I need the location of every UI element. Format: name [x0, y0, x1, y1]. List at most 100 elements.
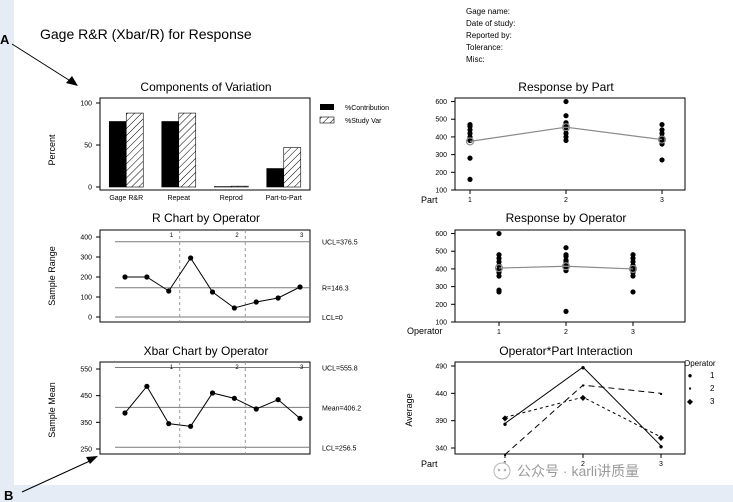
wechat-icon-dot [497, 468, 501, 472]
y-tick-label: 490 [435, 364, 447, 371]
annotation-label-b: B [4, 488, 13, 502]
data-point [231, 305, 237, 311]
data-point [563, 137, 569, 144]
report-sheet [14, 0, 733, 485]
y-tick-label: 440 [435, 391, 447, 398]
chart-title: Components of Variation [140, 80, 271, 94]
x-tick-label: 2 [581, 461, 585, 468]
annotation-arrow-b [21, 459, 93, 493]
y-tick-label: 100 [435, 188, 447, 195]
y-tick-label: 200 [435, 302, 447, 309]
y-tick-label: 300 [435, 152, 447, 159]
y-axis-ticks: 340 390 440 490 [435, 364, 455, 453]
data-point [253, 406, 259, 412]
lcl-label: LCL=0 [322, 315, 343, 322]
data-point [467, 121, 473, 128]
y-tick-label: 200 [80, 275, 92, 282]
data-point [275, 397, 281, 403]
plot-marks: 1 2 3 [115, 230, 310, 322]
wechat-icon-dot [503, 468, 507, 472]
x-tick-label: 3 [631, 329, 635, 336]
y-axis-ticks: 250 350 450 550 [80, 367, 100, 454]
data-point [144, 274, 150, 280]
data-point [209, 289, 216, 295]
data-point: ▪ [504, 451, 507, 460]
y-tick-label: 390 [435, 418, 447, 425]
r-chart: R Chart by Operator Sample Range 0 100 200… [47, 211, 358, 323]
bar [266, 168, 285, 188]
annotation-arrow-a [11, 43, 73, 83]
y-axis-label: Sample Mean [47, 382, 57, 438]
chart-title: Response by Operator [506, 211, 627, 225]
legend: Operator ● 1 ▪ 2 ◆ 3 [684, 359, 716, 406]
chart-title: Response by Part [518, 80, 614, 94]
data-point [297, 415, 303, 421]
watermark-text: 公众号 · karli讲质量 [517, 463, 639, 479]
y-tick-label: 400 [435, 266, 447, 273]
operator-label: 2 [235, 365, 239, 371]
x-tick-label: 3 [660, 197, 664, 204]
data-point: ◆ [658, 433, 665, 442]
y-tick-label: 350 [80, 420, 92, 427]
center-label: R=146.3 [322, 286, 349, 293]
ucl-label: UCL=555.8 [322, 365, 358, 372]
operator-label: 3 [300, 365, 304, 371]
mean-marker [494, 263, 504, 273]
bar [178, 112, 197, 188]
y-tick-label: 340 [435, 446, 447, 453]
x-tick-label: 2 [564, 197, 568, 204]
series-line [504, 396, 662, 438]
data-point [231, 395, 237, 401]
wechat-icon [493, 462, 511, 480]
bar [161, 121, 180, 188]
data-point [166, 421, 172, 427]
data-point [166, 288, 172, 294]
operator-label: 1 [170, 233, 174, 239]
xbar-chart: Xbar Chart by Operator Sample Mean 25035… [47, 344, 361, 455]
report-fields: Gage name: Date of study: Reported by: T… [466, 7, 515, 64]
x-tick-label: 1 [468, 197, 472, 204]
y-axis-ticks: 0 50 100 [80, 101, 100, 192]
y-tick-label: 200 [435, 170, 447, 177]
plot-frame [99, 229, 311, 323]
operator-label: 3 [300, 233, 304, 239]
components-of-variation-chart: Components of Variation Percent 0 50 100 G… [47, 80, 389, 202]
mean-marker [561, 262, 571, 271]
bars [108, 112, 302, 188]
x-tick-label: 2 [564, 329, 568, 336]
data-point: ▪ [660, 389, 663, 398]
data-point [122, 274, 128, 280]
mean-line [469, 126, 663, 142]
legend-marker: ● [688, 371, 693, 380]
y-tick-label: 50 [84, 143, 92, 150]
data-point: ● [659, 442, 664, 451]
report-title: Gage R&R (Xbar/R) for Response [40, 26, 252, 42]
data-point [496, 230, 502, 237]
plot-marks: 1 2 3 [115, 362, 310, 454]
data-point [496, 273, 502, 279]
legend-label: %Contribution [345, 105, 389, 112]
x-tick-label: Reprod [220, 195, 243, 202]
report-field: Date of study: [466, 19, 515, 28]
x-axis-label: Part [421, 459, 438, 469]
data-point: ▪ [582, 381, 585, 390]
plot-frame [99, 361, 311, 455]
data-point [122, 410, 128, 416]
annotation-arrow-b-head [86, 456, 98, 464]
data-point [253, 299, 259, 305]
y-tick-label: 600 [435, 99, 447, 106]
plot-marks: 1 2 3 [494, 230, 638, 336]
y-axis-ticks: 0 100 200 300 400 [80, 235, 100, 322]
legend-swatch-studyvar [319, 116, 335, 124]
legend-label: %Study Var [345, 118, 382, 125]
report-field: Reported by: [466, 31, 512, 40]
bar [230, 185, 249, 188]
y-tick-label: 400 [435, 134, 447, 141]
operator-part-interaction-chart: Operator*Part Interaction Average 340 390… [404, 344, 716, 469]
data-point [659, 157, 665, 163]
data-point [275, 295, 281, 301]
data-point [496, 289, 502, 295]
data-point [630, 289, 636, 295]
y-tick-label: 0 [88, 315, 92, 322]
